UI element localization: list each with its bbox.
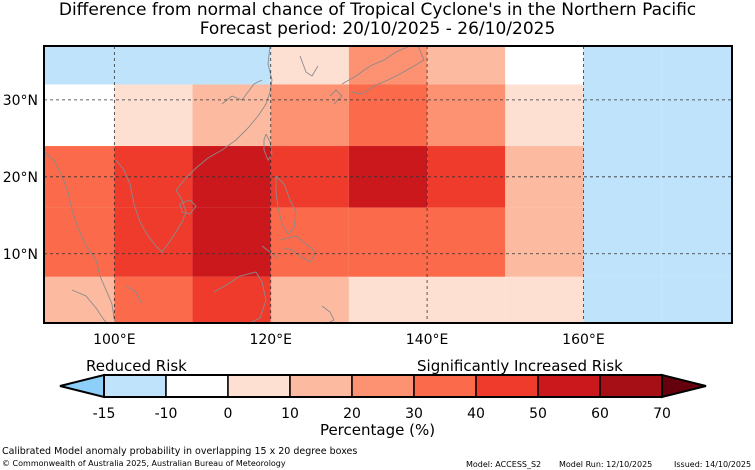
anomaly-cell <box>192 46 271 85</box>
anomaly-cell <box>270 276 349 323</box>
footer-issued: Issued: 14/10/2025 <box>674 460 752 469</box>
anomaly-cell <box>270 84 349 147</box>
anomaly-cell <box>505 207 584 277</box>
reduced-risk-label: Reduced Risk <box>86 357 187 375</box>
anomaly-cell <box>192 276 271 323</box>
colorbar-tick-label: 40 <box>467 406 485 422</box>
anomaly-cell <box>348 84 428 147</box>
anomaly-cell <box>583 84 662 147</box>
anomaly-cell <box>114 84 193 147</box>
anomaly-cell <box>44 207 115 277</box>
anomaly-cell <box>270 46 349 85</box>
colorbar-upper-extension <box>661 373 707 399</box>
anomaly-cell <box>192 207 271 277</box>
anomaly-cell <box>505 276 584 323</box>
anomaly-cell <box>427 84 506 147</box>
anomaly-cell <box>427 46 506 85</box>
map-frame <box>43 45 733 324</box>
anomaly-cell <box>192 84 271 147</box>
colorbar-segment <box>227 374 291 398</box>
colorbar-segment <box>351 374 415 398</box>
anomaly-cell <box>348 46 428 85</box>
anomaly-cell <box>661 146 732 208</box>
colorbar-tick-label: 30 <box>405 406 423 422</box>
colorbar-tick-label: 70 <box>653 406 671 422</box>
coastline <box>43 45 425 325</box>
colorbar-segment <box>165 374 229 398</box>
colorbar-segment <box>413 374 477 398</box>
latitude-label: 20°N <box>3 170 38 186</box>
colorbar-axis-label: Percentage (%) <box>319 421 436 439</box>
latitude-label: 10°N <box>3 247 38 263</box>
anomaly-cell <box>583 276 662 323</box>
colorbar-frame <box>103 374 663 398</box>
anomaly-cell <box>583 207 662 277</box>
anomaly-cell <box>661 207 732 277</box>
colorbar-segment <box>599 374 663 398</box>
anomaly-cell <box>44 146 115 208</box>
colorbar-tick-label: 50 <box>529 406 547 422</box>
footer-description: Calibrated Model anomaly probability in … <box>2 446 358 457</box>
anomaly-cell <box>427 276 506 323</box>
colorbar-tick-label: 10 <box>281 406 299 422</box>
anomaly-cell <box>44 276 115 323</box>
anomaly-cell <box>348 276 428 323</box>
graticule <box>44 46 732 323</box>
longitude-label: 160°E <box>562 332 605 348</box>
anomaly-cell <box>348 207 428 277</box>
colorbar-segment <box>475 374 539 398</box>
longitude-label: 120°E <box>249 332 292 348</box>
anomaly-cell <box>505 46 584 85</box>
anomaly-cell <box>44 84 115 147</box>
anomaly-cell <box>661 46 732 85</box>
colorbar-lower-extension <box>59 373 105 399</box>
footer-copyright: © Commonwealth of Australia 2025, Austra… <box>2 459 286 468</box>
longitude-label: 100°E <box>93 332 136 348</box>
anomaly-cell <box>114 46 193 85</box>
anomaly-cell <box>505 84 584 147</box>
colorbar-tick-label: -15 <box>92 406 116 422</box>
anomaly-cell <box>270 207 349 277</box>
anomaly-cell <box>583 46 662 85</box>
latitude-label: 30°N <box>3 93 38 109</box>
colorbar-segment <box>103 374 167 398</box>
colorbar-tick-label: -10 <box>154 406 178 422</box>
anomaly-cell <box>661 84 732 147</box>
forecast-period: Forecast period: 20/10/2025 - 26/10/2025 <box>199 19 556 39</box>
colorbar-segment <box>289 374 353 398</box>
colorbar-tick-label: 20 <box>343 406 361 422</box>
longitude-label: 140°E <box>406 332 449 348</box>
footer-model: Model: ACCESS_S2 <box>466 460 542 469</box>
colorbar-tick-label: 60 <box>591 406 609 422</box>
colorbar-tick-label: 0 <box>223 406 233 422</box>
chart-title: Difference from normal chance of Tropica… <box>58 0 697 20</box>
footer-model-run: Model Run: 12/10/2025 <box>559 460 653 469</box>
increased-risk-label: Significantly Increased Risk <box>417 357 623 375</box>
anomaly-cell <box>114 276 193 323</box>
anomaly-cell <box>44 46 115 85</box>
colorbar-segment <box>537 374 601 398</box>
anomaly-cell <box>661 276 732 323</box>
anomaly-cell <box>427 207 506 277</box>
